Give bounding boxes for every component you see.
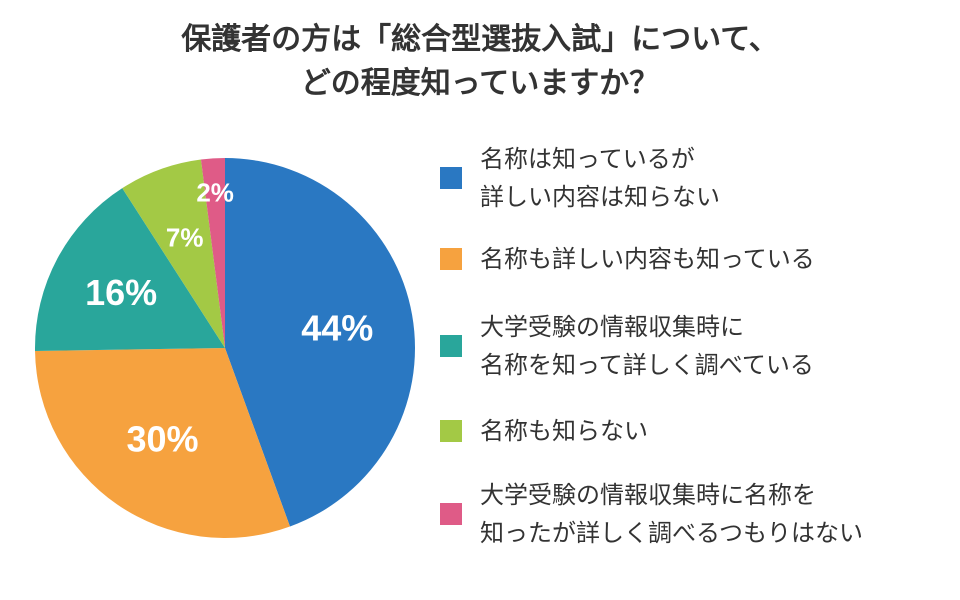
legend-label-2-line-1: 名称も詳しい内容も知っている — [480, 245, 815, 273]
pie-slice-label-3: 16% — [85, 272, 157, 313]
pie-slice-4 — [122, 159, 225, 348]
pie-slice-label-2: 30% — [126, 418, 198, 459]
legend-item-5: 大学受験の情報収集時に名称を知ったが詳しく調べるつもりはない — [440, 476, 863, 552]
legend-label-1: 名称は知っているが 詳しい内容は知らない — [480, 140, 720, 216]
pie-slice-3 — [35, 188, 225, 352]
legend-label-5-line-1: 大学受験の情報収集時に名称を — [480, 481, 816, 509]
legend-label-4: 名称も知らない — [480, 412, 648, 450]
legend-item-3: 大学受験の情報収集時に名称を知って詳しく調べている — [440, 308, 814, 384]
chart-title-line-2: どの程度知っていますか？ — [300, 66, 660, 101]
legend-label-5-line-2: 知ったが詳しく調べるつもりはない — [480, 519, 864, 547]
legend-swatch-3 — [440, 335, 462, 357]
legend-label-5: 大学受験の情報収集時に名称を知ったが詳しく調べるつもりはない — [480, 476, 863, 552]
legend-label-1-line-1: 名称は知っているが — [480, 145, 695, 173]
pie-slice-label-5: 2% — [196, 178, 234, 208]
pie-chart: 44% 30% 16% 7% 2% — [35, 158, 416, 539]
legend-swatch-1 — [440, 167, 462, 189]
legend-item-2: 名称も詳しい内容も知っている — [440, 240, 815, 278]
legend-label-2: 名称も詳しい内容も知っている — [480, 240, 815, 278]
legend-label-3: 大学受験の情報収集時に名称を知って詳しく調べている — [480, 308, 814, 384]
legend-swatch-4 — [440, 420, 462, 442]
legend-swatch-5 — [440, 503, 462, 525]
legend-swatch-2 — [440, 248, 462, 270]
pie-slice-1 — [225, 158, 416, 527]
legend-item-4: 名称も知らない — [440, 412, 648, 450]
legend-label-3-line-2: 名称を知って詳しく調べている — [480, 351, 814, 379]
legend-label-3-line-1: 大学受験の情報収集時に — [480, 313, 744, 341]
pie-slice-2 — [35, 348, 290, 539]
pie-slice-label-1: 44% — [301, 308, 373, 349]
legend-label-1-line-2: 詳しい内容は知らない — [480, 183, 720, 211]
chart-title: 保護者の方は「総合型選抜入試」について、 どの程度知っていますか？ — [0, 18, 960, 106]
pie-slice-label-4: 7% — [166, 222, 204, 252]
pie-slice-5 — [200, 158, 225, 348]
chart-title-line-1: 保護者の方は「総合型選抜入試」について、 — [181, 22, 779, 57]
legend-label-4-line-1: 名称も知らない — [480, 417, 648, 445]
legend-item-1: 名称は知っているが 詳しい内容は知らない — [440, 140, 720, 216]
